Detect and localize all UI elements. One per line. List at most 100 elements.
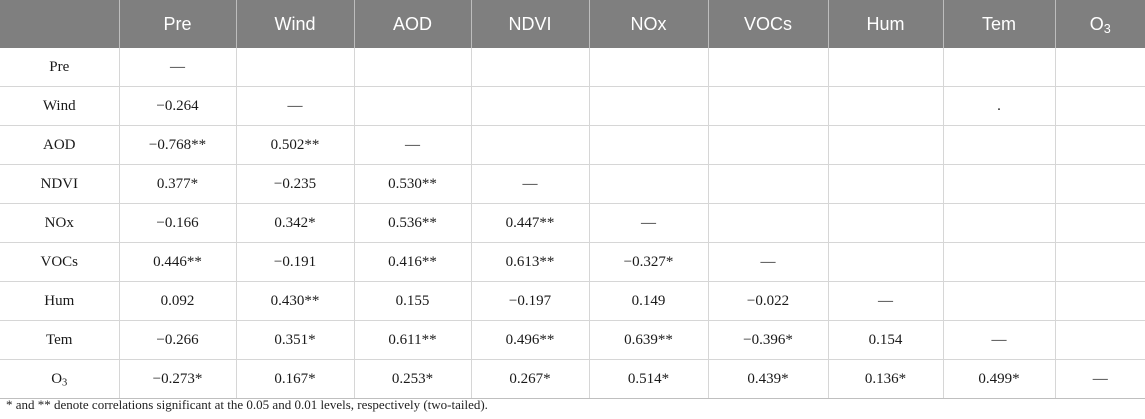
table-cell: −0.273* <box>119 359 237 399</box>
table-cell <box>1055 48 1145 87</box>
table-cell <box>471 48 590 87</box>
table-cell <box>708 86 829 126</box>
table-cell: −0.197 <box>471 281 590 321</box>
label-text: NOx <box>630 13 667 34</box>
table-row: AOD −0.768** 0.502** — <box>0 125 1145 165</box>
column-header: Wind <box>236 0 355 48</box>
table-cell <box>708 164 829 204</box>
table-cell: 0.446** <box>119 242 237 282</box>
label-text: VOCs <box>40 253 78 270</box>
label-text: NDVI <box>508 13 552 34</box>
table-cell: 0.154 <box>828 320 944 360</box>
table-cell: 0.092 <box>119 281 237 321</box>
table-cell: −0.266 <box>119 320 237 360</box>
table-cell <box>589 164 709 204</box>
label-text: O <box>1089 13 1104 34</box>
column-header: Pre <box>119 0 237 48</box>
table-row: NDVI 0.377* −0.235 0.530** — <box>0 164 1145 204</box>
table-row: NOx −0.166 0.342* 0.536** 0.447** — <box>0 203 1145 243</box>
table-cell <box>943 242 1056 282</box>
table-cell <box>943 164 1056 204</box>
row-label: Pre <box>0 48 120 87</box>
column-header: NDVI <box>471 0 590 48</box>
label-text: Wind <box>274 13 316 34</box>
table-cell <box>471 125 590 165</box>
table-cell: 0.377* <box>119 164 237 204</box>
table-cell <box>589 125 709 165</box>
subscript: 3 <box>62 377 68 389</box>
label-text: Wind <box>42 97 76 114</box>
table-cell: 0.447** <box>471 203 590 243</box>
table-cell <box>1055 203 1145 243</box>
column-header: Tem <box>943 0 1056 48</box>
table-cell <box>828 164 944 204</box>
table-cell: — <box>119 48 237 87</box>
table-cell: — <box>354 125 472 165</box>
table-cell <box>1055 164 1145 204</box>
table-cell: — <box>471 164 590 204</box>
table-cell <box>828 86 944 126</box>
label-text: Tem <box>981 13 1016 34</box>
header-row: Pre Wind AOD NDVI NOx VOCs Hum Tem O3 <box>0 0 1145 48</box>
table-cell: . <box>943 86 1056 126</box>
table-cell <box>828 125 944 165</box>
label-text: Hum <box>44 292 75 309</box>
row-label: Tem <box>0 320 120 360</box>
table-cell <box>943 125 1056 165</box>
table-cell: 0.530** <box>354 164 472 204</box>
table-header: Pre Wind AOD NDVI NOx VOCs Hum Tem O3 <box>0 0 1145 48</box>
table-cell <box>828 203 944 243</box>
table-cell: 0.536** <box>354 203 472 243</box>
footnote: * and ** denote correlations significant… <box>6 397 488 412</box>
table-cell <box>828 48 944 87</box>
table-cell: 0.342* <box>236 203 355 243</box>
table-cell <box>589 86 709 126</box>
table-cell <box>708 48 829 87</box>
header-corner <box>0 0 120 48</box>
row-label: O3 <box>0 359 120 399</box>
table-cell: −0.022 <box>708 281 829 321</box>
table-cell <box>708 125 829 165</box>
table-row: Wind −0.264—. <box>0 86 1145 126</box>
table-cell: −0.768** <box>119 125 237 165</box>
table-cell <box>354 48 472 87</box>
table-row: VOCs 0.446** −0.191 0.416** 0.613** −0.327* — <box>0 242 1145 282</box>
correlation-table: Pre Wind AOD NDVI NOx VOCs Hum Tem O3 Pre — Wind −0… <box>0 0 1145 399</box>
label-text: Hum <box>866 13 905 34</box>
table-cell <box>354 86 472 126</box>
row-label: VOCs <box>0 242 120 282</box>
table-cell: 0.514* <box>589 359 709 399</box>
table-cell <box>943 281 1056 321</box>
table-cell: −0.327* <box>589 242 709 282</box>
table-cell: — <box>236 86 355 126</box>
table-cell <box>708 203 829 243</box>
table-cell: — <box>1055 359 1145 399</box>
column-header: AOD <box>354 0 472 48</box>
table-cell: 0.136* <box>828 359 944 399</box>
row-label: AOD <box>0 125 120 165</box>
row-label: NOx <box>0 203 120 243</box>
column-header: NOx <box>589 0 709 48</box>
table-cell <box>589 48 709 87</box>
table-row: Tem −0.266 0.351* 0.611** 0.496** 0.639** −0.3… <box>0 320 1145 360</box>
subscript: 3 <box>1103 21 1111 36</box>
table-row: Pre — <box>0 48 1145 87</box>
label-text: AOD <box>43 136 76 153</box>
column-header: O3 <box>1055 0 1145 48</box>
row-label: Hum <box>0 281 120 321</box>
table-cell <box>471 86 590 126</box>
table-cell: −0.166 <box>119 203 237 243</box>
table-cell <box>828 242 944 282</box>
row-label: Wind <box>0 86 120 126</box>
label-text: NOx <box>44 214 74 231</box>
table-cell <box>1055 125 1145 165</box>
label-text: NDVI <box>40 175 79 192</box>
table-cell: −0.235 <box>236 164 355 204</box>
table-cell: 0.351* <box>236 320 355 360</box>
table-row: O3 −0.273* 0.167* 0.253* 0.267* 0.514* 0.439* 0… <box>0 359 1145 399</box>
table-cell: 0.267* <box>471 359 590 399</box>
label-text: Pre <box>163 13 192 34</box>
label-text: Pre <box>49 58 70 75</box>
table-cell: 0.149 <box>589 281 709 321</box>
table-cell: 0.155 <box>354 281 472 321</box>
